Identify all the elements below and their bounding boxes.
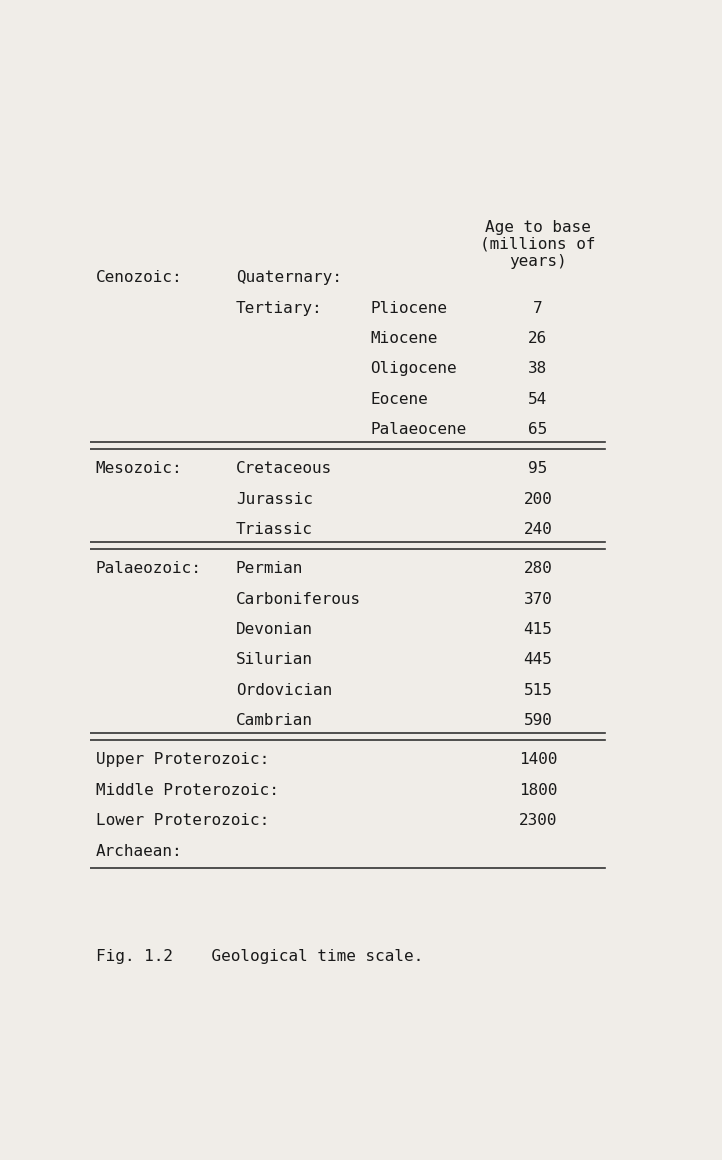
Text: 65: 65: [529, 422, 547, 437]
Text: 54: 54: [529, 392, 547, 407]
Text: Oligocene: Oligocene: [370, 361, 456, 376]
Text: Quaternary:: Quaternary:: [236, 270, 342, 285]
Text: Silurian: Silurian: [236, 652, 313, 667]
Text: Ordovician: Ordovician: [236, 683, 332, 698]
Text: Mesozoic:: Mesozoic:: [96, 462, 183, 477]
Text: Age to base
(millions of
years): Age to base (millions of years): [480, 219, 596, 269]
Text: Miocene: Miocene: [370, 331, 438, 346]
Text: 1400: 1400: [518, 753, 557, 768]
Text: Pliocene: Pliocene: [370, 300, 447, 316]
Text: 7: 7: [533, 300, 543, 316]
Text: 95: 95: [529, 462, 547, 477]
Text: Palaeocene: Palaeocene: [370, 422, 466, 437]
Text: 370: 370: [523, 592, 552, 607]
Text: Permian: Permian: [236, 561, 303, 577]
Text: Cretaceous: Cretaceous: [236, 462, 332, 477]
Text: 26: 26: [529, 331, 547, 346]
Text: Archaean:: Archaean:: [96, 843, 183, 858]
Text: 2300: 2300: [518, 813, 557, 828]
Text: 1800: 1800: [518, 783, 557, 798]
Text: Cambrian: Cambrian: [236, 713, 313, 728]
Text: 38: 38: [529, 361, 547, 376]
Text: 515: 515: [523, 683, 552, 698]
Text: Lower Proterozoic:: Lower Proterozoic:: [96, 813, 269, 828]
Text: 200: 200: [523, 492, 552, 507]
Text: 240: 240: [523, 522, 552, 537]
Text: Middle Proterozoic:: Middle Proterozoic:: [96, 783, 279, 798]
Text: Carboniferous: Carboniferous: [236, 592, 361, 607]
Text: Cenozoic:: Cenozoic:: [96, 270, 183, 285]
Text: Palaeozoic:: Palaeozoic:: [96, 561, 201, 577]
Text: 590: 590: [523, 713, 552, 728]
Text: Fig. 1.2    Geological time scale.: Fig. 1.2 Geological time scale.: [96, 949, 423, 964]
Text: Devonian: Devonian: [236, 622, 313, 637]
Text: 415: 415: [523, 622, 552, 637]
Text: Upper Proterozoic:: Upper Proterozoic:: [96, 753, 269, 768]
Text: Eocene: Eocene: [370, 392, 427, 407]
Text: 445: 445: [523, 652, 552, 667]
Text: 280: 280: [523, 561, 552, 577]
Text: Triassic: Triassic: [236, 522, 313, 537]
Text: Tertiary:: Tertiary:: [236, 300, 322, 316]
Text: Jurassic: Jurassic: [236, 492, 313, 507]
